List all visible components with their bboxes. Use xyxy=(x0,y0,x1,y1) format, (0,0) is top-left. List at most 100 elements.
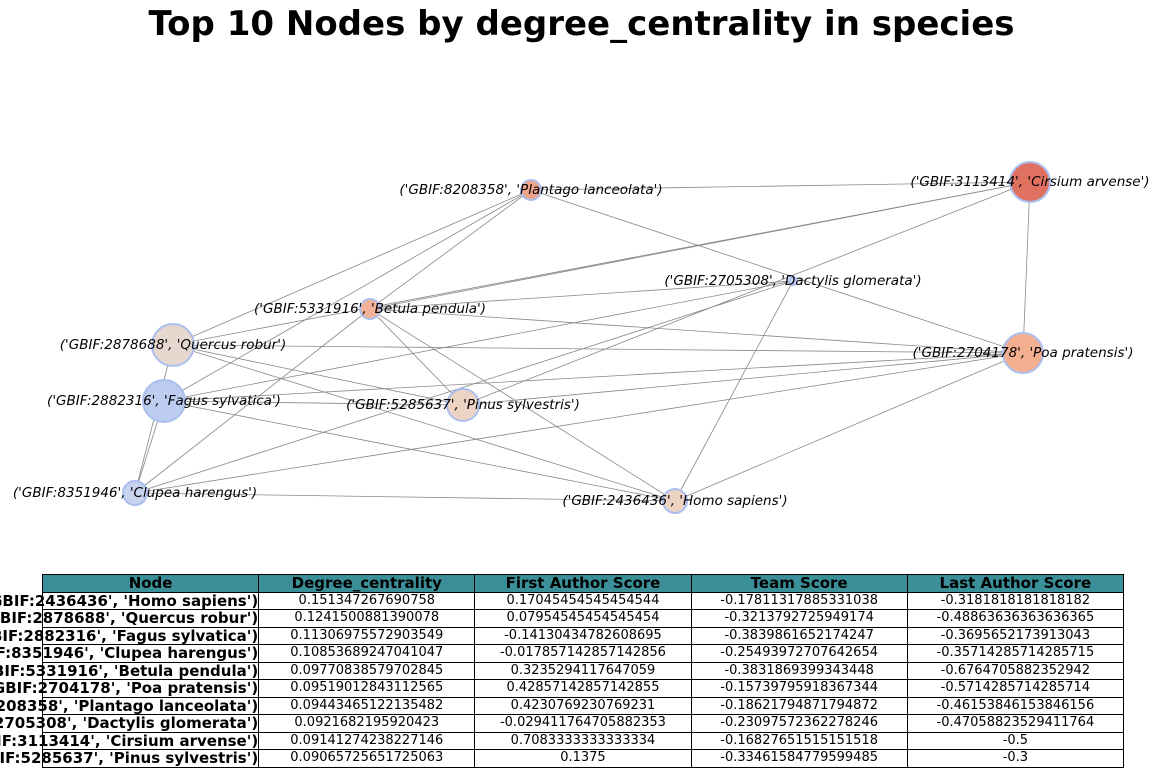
edge xyxy=(163,400,676,502)
table-row: ('GBIF:5331916', 'Betula pendula')0.0977… xyxy=(0,661,1125,680)
node xyxy=(1002,332,1044,374)
table-row: ('GBIF:2704178', 'Poa pratensis') 0.09519… xyxy=(0,679,1125,698)
table-cell: 0.1241500881390078 xyxy=(258,609,476,628)
table-cell: -0.3839861652174247 xyxy=(690,626,908,645)
table-cell: 0.4230769230769231 xyxy=(474,696,692,715)
table-cell: 0.09770838579702845 xyxy=(258,661,476,680)
node xyxy=(359,298,381,320)
table-cell: -0.5714285714285714 xyxy=(906,679,1125,698)
table-row: ('GBIF:3113414', 'Cirsium arvense')0.091… xyxy=(0,731,1125,750)
cell-text: ('GBIF:8351946', 'Clupea harengus') xyxy=(0,644,259,663)
node xyxy=(788,276,798,286)
column-header: Node xyxy=(41,574,260,593)
node xyxy=(662,488,688,514)
table-row: ('GBIF:2882316', 'Fagus sylvatica')0.113… xyxy=(0,626,1125,645)
cell-text: ('GBIF:5331916', 'Betula pendula') xyxy=(0,661,259,680)
node-label: ('GBIF:8208358', 'Plantago lanceolata') xyxy=(399,182,662,198)
table-cell: ('GBIF:5285637', 'Pinus sylvestris') xyxy=(0,749,260,768)
table-cell: 0.42857142857142855 xyxy=(474,679,692,698)
cell-text: ('GBIF:8208358', 'Plantago lanceolata') xyxy=(0,696,259,715)
table-cell: -0.5 xyxy=(906,731,1125,750)
node xyxy=(520,179,542,201)
table-cell: 0.11306975572903549 xyxy=(258,626,476,645)
column-header: Last Author Score xyxy=(906,574,1125,593)
node-label: ('GBIF:2705308', 'Dactylis glomerata') xyxy=(664,273,921,289)
title: Top 10 Nodes by degree_centrality in spe… xyxy=(148,4,1015,44)
node-label: ('GBIF:5285637', 'Pinus sylvestris') xyxy=(346,397,580,413)
edge xyxy=(369,189,532,310)
table-cell: -0.46153846153846156 xyxy=(906,696,1125,715)
table-cell: 0.17045454545454544 xyxy=(474,591,692,610)
table-cell: ('GBIF:3113414', 'Cirsium arvense') xyxy=(0,731,260,750)
node-label: ('GBIF:2882316', 'Fagus sylvatica') xyxy=(47,393,281,409)
table-cell: ('GBIF:5331916', 'Betula pendula') xyxy=(0,661,260,680)
node-label: ('GBIF:2704178', 'Poa pratensis') xyxy=(913,345,1134,361)
cell-text: ('GBIF:2436436', 'Homo sapiens') xyxy=(0,591,259,610)
table-cell: 0.7083333333333334 xyxy=(474,731,692,750)
node-label: ('GBIF:5331916', 'Betula pendula') xyxy=(254,301,486,317)
cell-text: ('GBIF:2704178', 'Poa pratensis') xyxy=(0,679,259,698)
edge xyxy=(369,308,1024,354)
table-cell: ('GBIF:8351946', 'Clupea harengus') xyxy=(0,644,260,663)
edge xyxy=(163,280,794,402)
table-cell: ('GBIF:2436436', 'Homo sapiens') xyxy=(0,591,260,610)
edge xyxy=(163,352,1024,402)
column-header: Team Score xyxy=(690,574,908,593)
cell-text: ('GBIF:3113414', 'Cirsium arvense') xyxy=(0,731,259,750)
edge xyxy=(530,181,1031,191)
table-row: ('GBIF:2878688', 'Quercus robur') 0.12415… xyxy=(0,609,1125,628)
edge xyxy=(134,280,794,494)
table-cell: -0.15739795918367344 xyxy=(690,679,908,698)
table-cell: -0.3213792725949174 xyxy=(690,609,908,628)
table-cell: ('GBIF:2878688', 'Quercus robur') xyxy=(0,609,260,628)
node-label: ('GBIF:8351946', 'Clupea harengus') xyxy=(13,485,257,501)
edge xyxy=(462,352,1024,406)
node xyxy=(122,480,148,506)
edge xyxy=(1022,181,1031,354)
table-cell: 0.151347267690758 xyxy=(258,591,476,610)
network-graph: ('GBIF:8208358', 'Plantago lanceolata') (… xyxy=(13,161,1150,514)
table-cell: -0.16827651515151518 xyxy=(690,731,908,750)
edge xyxy=(163,189,532,402)
table-cell: -0.47058823529411764 xyxy=(906,714,1125,733)
table-cell: -0.35714285714285715 xyxy=(906,644,1125,663)
column-header: First Author Score xyxy=(474,574,692,593)
edge xyxy=(134,352,1024,494)
table-cell: -0.33461584779599485 xyxy=(690,749,908,768)
table-cell: -0.3181818181818182 xyxy=(906,591,1125,610)
table-cell: -0.23097572362278246 xyxy=(690,714,908,733)
table-cell: 0.3235294117647059 xyxy=(474,661,692,680)
table-cell: -0.3695652173913043 xyxy=(906,626,1125,645)
table-cell: 0.09519012843112565 xyxy=(258,679,476,698)
table-cell: 0.09141274238227146 xyxy=(258,731,476,750)
header-row: Node Degree_centrality First Author Score T… xyxy=(41,574,1125,593)
edge xyxy=(369,308,464,406)
edge xyxy=(163,400,464,406)
table-cell: -0.14130434782608695 xyxy=(474,626,692,645)
node-label: ('GBIF:2878688', 'Quercus robur') xyxy=(60,337,286,353)
table-cell: ('GBIF:8208358', 'Plantago lanceolata') xyxy=(0,696,260,715)
table-cell: ('GBIF:2882316', 'Fagus sylvatica') xyxy=(0,626,260,645)
table-cell: -0.25493972707642654 xyxy=(690,644,908,663)
cell-text: ('GBIF:5285637', 'Pinus sylvestris') xyxy=(0,749,259,768)
node xyxy=(446,388,480,422)
node xyxy=(151,323,195,367)
edge xyxy=(172,344,1024,354)
table-cell: -0.17811317885331038 xyxy=(690,591,908,610)
edge xyxy=(674,280,794,502)
table-cell: ('GBIF:2705308', 'Dactylis glomerata') xyxy=(0,714,260,733)
table-cell: 0.09443465122135482 xyxy=(258,696,476,715)
edge xyxy=(172,189,532,346)
table-cell: 0.07954545454545454 xyxy=(474,609,692,628)
table-cell: 0.0921682195920423 xyxy=(258,714,476,733)
table-cell: 0.09065725651725063 xyxy=(258,749,476,768)
table-row: ('GBIF:8208358', 'Plantago lanceolata')0… xyxy=(0,696,1125,715)
edge xyxy=(172,344,464,406)
node xyxy=(1009,161,1051,203)
table-cell: -0.6764705882352942 xyxy=(906,661,1125,680)
table-cell: 0.1375 xyxy=(474,749,692,768)
table: Node Degree_centrality First Author Score T… xyxy=(0,574,1125,768)
table-cell: -0.18621794871794872 xyxy=(690,696,908,715)
table-cell: -0.029411764705882353 xyxy=(474,714,692,733)
